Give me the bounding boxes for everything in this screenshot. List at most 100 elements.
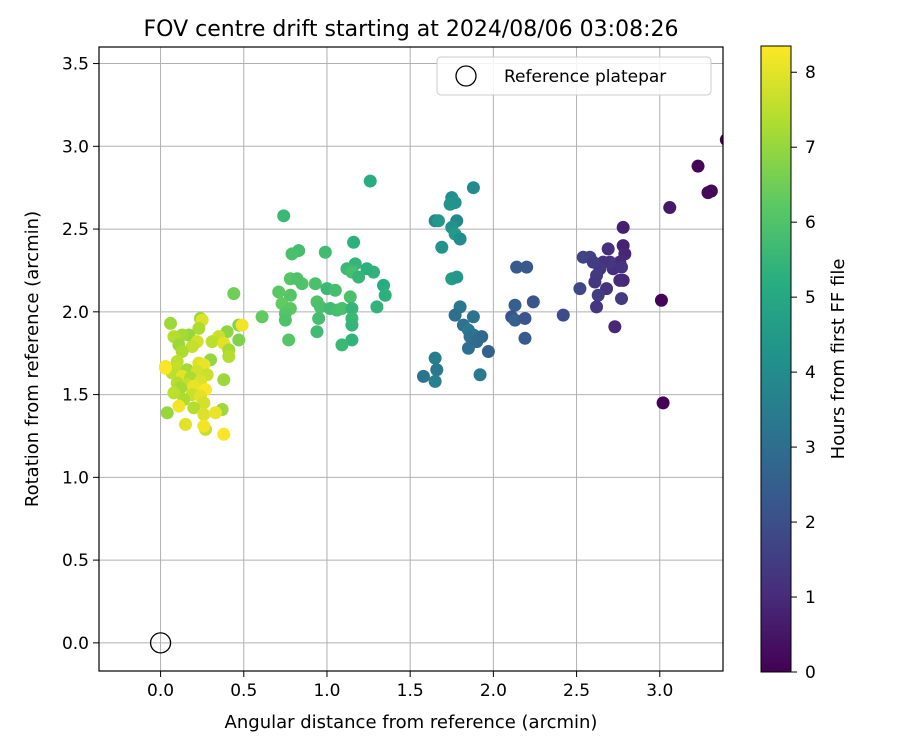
data-point xyxy=(481,345,495,359)
data-point xyxy=(428,351,442,365)
data-point xyxy=(466,310,480,324)
data-point xyxy=(197,396,211,410)
y-tick-label: 0.5 xyxy=(62,551,89,571)
data-points xyxy=(159,134,723,441)
colorbar-tick-label: 4 xyxy=(805,363,816,383)
plot-frame xyxy=(98,46,724,672)
y-axis-label: Rotation from reference (arcmin) xyxy=(22,211,43,507)
colorbar-ticks: 0 1 2 3 4 5 6 7 8 xyxy=(791,63,816,683)
data-point xyxy=(328,283,342,297)
data-point xyxy=(614,292,628,306)
data-point xyxy=(663,201,677,215)
reference-marker xyxy=(149,632,172,654)
data-point xyxy=(185,340,199,354)
data-point xyxy=(282,333,296,347)
data-point xyxy=(430,363,444,377)
chart-title: FOV centre drift starting at 2024/08/06 … xyxy=(144,17,679,42)
data-point xyxy=(450,270,464,284)
legend-box xyxy=(436,56,712,96)
data-point xyxy=(313,300,327,314)
data-point xyxy=(691,159,705,173)
data-point xyxy=(197,407,211,421)
data-point xyxy=(335,338,349,352)
colorbar-tick-label: 7 xyxy=(805,138,816,158)
data-point xyxy=(347,235,361,249)
data-point xyxy=(556,308,570,322)
colorbar-label: Hours from first FF file xyxy=(828,259,849,460)
data-point xyxy=(179,417,193,431)
data-point xyxy=(160,406,174,420)
x-tick-label: 1.5 xyxy=(397,681,424,701)
grid-lines xyxy=(99,47,723,671)
x-axis-ticks: 0.0 0.5 1.0 1.5 2.0 2.5 3.0 xyxy=(147,671,673,701)
data-point xyxy=(461,341,475,355)
data-point xyxy=(352,270,366,284)
data-point xyxy=(370,300,384,314)
data-point xyxy=(435,240,449,254)
data-point xyxy=(255,310,269,324)
data-point xyxy=(232,333,246,347)
x-tick-label: 0.0 xyxy=(147,681,174,701)
x-tick-label: 2.5 xyxy=(563,681,590,701)
data-point xyxy=(428,374,442,388)
data-point xyxy=(473,368,487,382)
data-point xyxy=(318,245,332,259)
data-point xyxy=(312,311,326,325)
data-point xyxy=(378,288,392,302)
data-point xyxy=(345,333,359,347)
data-point xyxy=(475,330,489,344)
data-point xyxy=(520,260,534,274)
data-point xyxy=(518,311,532,325)
data-point xyxy=(217,373,231,387)
data-point xyxy=(518,331,532,345)
data-point xyxy=(227,287,241,301)
data-point xyxy=(416,369,430,383)
y-tick-label: 2.5 xyxy=(62,220,89,240)
data-point xyxy=(187,401,201,415)
data-point xyxy=(208,406,222,420)
colorbar-tick-label: 6 xyxy=(805,213,816,233)
data-point xyxy=(285,247,299,261)
data-point xyxy=(343,290,357,304)
data-point xyxy=(526,295,540,309)
legend-marker-open-circle xyxy=(455,65,477,87)
data-point xyxy=(588,275,602,289)
data-point xyxy=(164,316,178,330)
data-point xyxy=(704,184,718,198)
colorbar-tick-label: 3 xyxy=(805,438,816,458)
y-axis-ticks: 0.0 0.5 1.0 1.5 2.0 2.5 3.0 3.5 xyxy=(62,55,99,654)
data-point xyxy=(277,209,291,223)
data-point xyxy=(508,298,522,312)
y-tick-label: 1.0 xyxy=(62,468,89,488)
data-point xyxy=(510,260,524,274)
data-point xyxy=(654,293,668,307)
data-point xyxy=(192,321,206,335)
data-point xyxy=(719,134,723,146)
data-point xyxy=(172,399,186,413)
y-tick-label: 0.0 xyxy=(62,634,89,654)
colorbar-gradient xyxy=(760,45,792,673)
data-point xyxy=(608,320,622,334)
colorbar-tick-label: 8 xyxy=(805,63,816,83)
data-point xyxy=(616,220,630,234)
y-tick-label: 3.0 xyxy=(62,137,89,157)
data-point xyxy=(167,386,181,400)
x-tick-label: 1.0 xyxy=(313,681,340,701)
data-point xyxy=(591,288,605,302)
legend: Reference platepar xyxy=(436,56,712,96)
data-point xyxy=(586,255,600,269)
data-point xyxy=(590,300,604,314)
data-point xyxy=(453,232,467,246)
data-point xyxy=(205,335,219,349)
data-point xyxy=(278,313,292,327)
data-point xyxy=(272,285,286,299)
data-point xyxy=(377,278,391,292)
colorbar-tick-label: 2 xyxy=(805,513,816,533)
data-point xyxy=(613,273,627,287)
data-point xyxy=(197,419,211,433)
data-point xyxy=(235,318,249,332)
data-point xyxy=(360,262,374,276)
data-point xyxy=(443,197,457,211)
data-point xyxy=(614,260,628,274)
